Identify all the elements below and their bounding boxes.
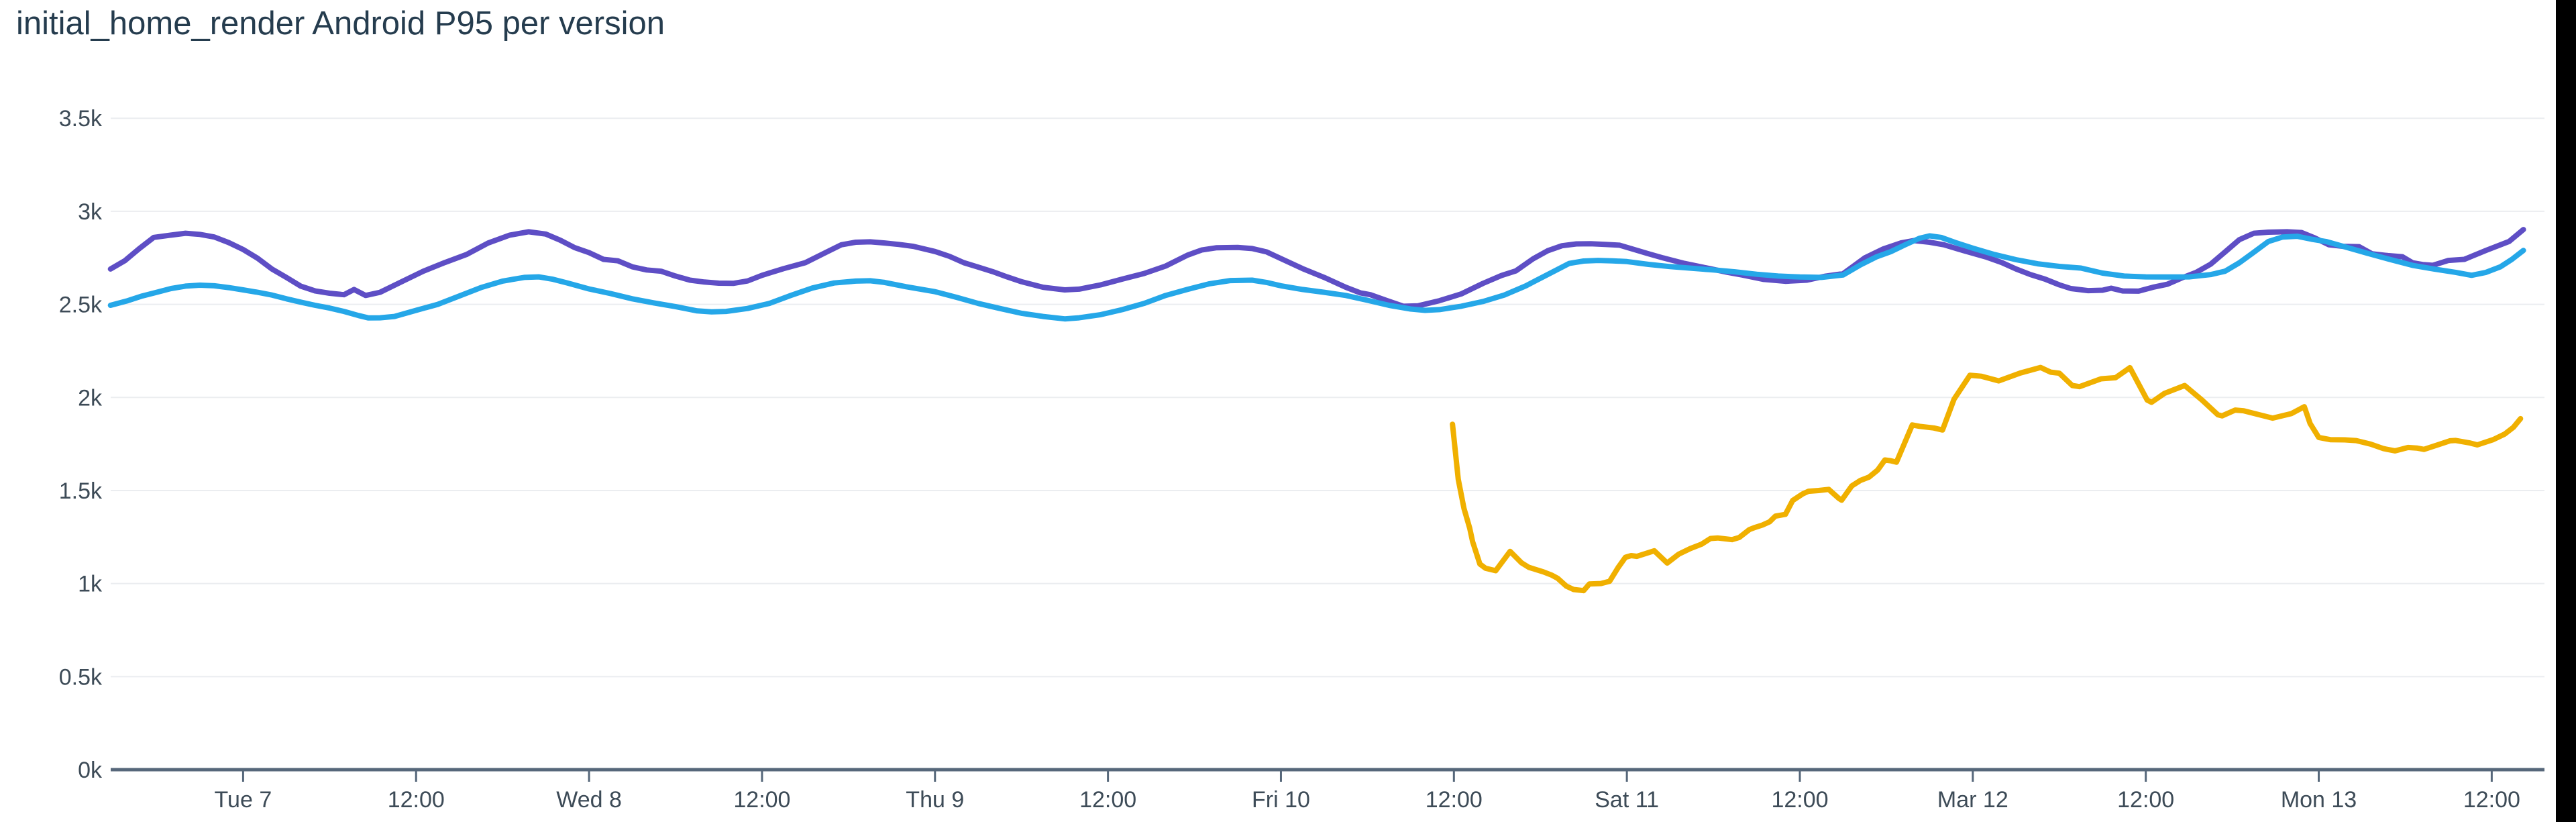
y-tick-label: 0.5k <box>59 664 103 690</box>
x-tick-label: 12:00 <box>2117 787 2174 813</box>
x-tick-label: Thu 9 <box>906 787 964 813</box>
x-tick-label: Wed 8 <box>556 787 622 813</box>
series-purple-line[interactable] <box>107 227 2526 309</box>
series-yellow-line[interactable] <box>1450 364 2524 594</box>
x-tick-label: 12:00 <box>2463 787 2520 813</box>
y-tick-label: 3.5k <box>59 106 103 132</box>
x-tick-label: Fri 10 <box>1252 787 1310 813</box>
x-tick-label: 12:00 <box>733 787 790 813</box>
y-tick-label: 3k <box>78 199 103 225</box>
chart-title: initial_home_render Android P95 per vers… <box>16 5 665 42</box>
x-tick-label: Sat 11 <box>1595 787 1659 813</box>
y-tick-label: 1k <box>78 572 103 597</box>
x-tick-label: Tue 7 <box>215 787 272 813</box>
x-tick-label: Mar 12 <box>1937 787 2008 813</box>
y-tick-label: 2k <box>78 385 103 411</box>
y-tick-label: 2.5k <box>59 293 103 318</box>
right-edge-strip <box>2556 0 2576 822</box>
y-tick-label: 0k <box>78 758 103 783</box>
x-tick-label: 12:00 <box>1079 787 1136 813</box>
x-tick-label: 12:00 <box>1771 787 1828 813</box>
x-tick-label: Mon 13 <box>2281 787 2357 813</box>
x-tick-label: 12:00 <box>1426 787 1483 813</box>
x-tick-label: 12:00 <box>388 787 445 813</box>
series-blue-line[interactable] <box>107 233 2526 322</box>
y-tick-label: 1.5k <box>59 478 103 504</box>
